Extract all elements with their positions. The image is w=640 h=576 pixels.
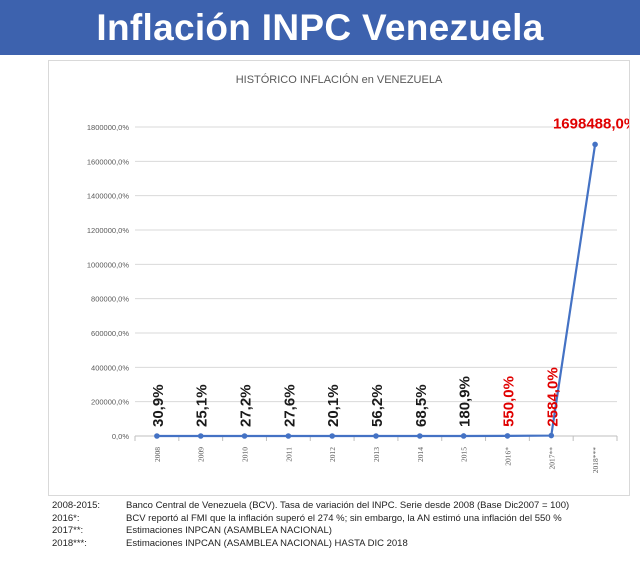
- y-tick-label: 600000,0%: [91, 329, 129, 338]
- x-tick-label: 2010: [241, 447, 250, 462]
- y-tick-label: 0,0%: [112, 432, 129, 441]
- note-text: Estimaciones INPCAN (ASAMBLEA NACIONAL): [126, 525, 332, 536]
- data-point: [417, 433, 423, 439]
- y-tick-label: 1400000,0%: [87, 192, 129, 201]
- x-tick-label: 2009: [197, 447, 206, 462]
- data-point: [329, 433, 335, 439]
- note-key: 2017**:: [52, 525, 84, 536]
- data-label: 25,1%: [194, 384, 211, 427]
- note-text: Estimaciones INPCAN (ASAMBLEA NACIONAL) …: [126, 537, 408, 549]
- y-tick-label: 1000000,0%: [87, 260, 129, 269]
- y-tick-label: 800000,0%: [91, 295, 129, 304]
- y-tick-label: 1600000,0%: [87, 157, 129, 166]
- x-tick-label: 2012: [328, 447, 337, 462]
- chart-gridlines: [135, 126, 617, 437]
- data-label: 20,1%: [325, 384, 342, 427]
- note-key: 2016*:: [52, 512, 80, 524]
- data-points: [154, 141, 598, 439]
- x-tick-label: 2017**: [547, 447, 556, 470]
- data-point: [373, 433, 379, 439]
- y-axis: 0,0% 200000,0% 400000,0% 600000,0% 800000,0%…: [87, 123, 129, 441]
- source-notes: 2008-2015: Banco Central de Venezuela (B…: [52, 500, 632, 550]
- data-label: 180,9%: [457, 376, 474, 427]
- data-label: 550,0%: [500, 376, 517, 427]
- y-tick-label: 200000,0%: [91, 398, 129, 407]
- data-point: [154, 433, 160, 439]
- data-point: [285, 433, 292, 439]
- note-key: 2008-2015:: [52, 500, 101, 511]
- x-tick-label: 2014: [416, 447, 425, 462]
- data-point: [548, 432, 555, 439]
- header-banner: Inflación INPC Venezuela: [0, 0, 640, 55]
- data-label: 27,6%: [281, 384, 298, 427]
- x-tick-label: 2008: [153, 447, 162, 462]
- data-label: 1698488,0%: [553, 115, 629, 132]
- x-tick-label: 2015: [460, 447, 469, 462]
- note-row: 2017**: Estimaciones INPCAN (ASAMBLEA NA…: [52, 525, 632, 538]
- data-label: 56,2%: [369, 384, 386, 427]
- data-point: [460, 433, 467, 439]
- y-tick-label: 1800000,0%: [87, 123, 129, 132]
- x-tick-label: 2013: [372, 447, 381, 462]
- data-label: 27,2%: [238, 384, 255, 427]
- data-point: [504, 433, 511, 439]
- data-point: [241, 433, 248, 439]
- chart-area: HISTÓRICO INFLACIÓN en VENEZUELA 0,0% 200…: [48, 60, 630, 496]
- note-text: Banco Central de Venezuela (BCV). Tasa d…: [126, 500, 570, 511]
- y-tick-label: 1200000,0%: [87, 226, 129, 235]
- note-row: 2018***: Estimaciones INPCAN (ASAMBLEA N…: [52, 538, 632, 551]
- x-tick-label: 2011: [284, 447, 293, 462]
- data-point: [197, 433, 204, 439]
- note-key: 2018***:: [52, 537, 87, 549]
- data-labels: 30,9% 25,1% 27,2% 27,6% 20,1% 56,2% 68,5% 180,9…: [150, 115, 629, 427]
- x-tick-label: 2018***: [591, 447, 600, 474]
- page-title: Inflación INPC Venezuela: [96, 6, 544, 48]
- note-row: 2008-2015: Banco Central de Venezuela (B…: [52, 500, 632, 513]
- data-point: [592, 141, 598, 148]
- data-label: 2584,0%: [544, 367, 561, 426]
- note-text: BCV reportó al FMI que la inflación supe…: [126, 512, 562, 524]
- x-tick-label: 2016*: [503, 447, 512, 466]
- y-tick-label: 400000,0%: [91, 363, 129, 372]
- x-axis: 2008 2009 2010 2011 2012 2013 2014 2015 2016* 201…: [134, 435, 618, 474]
- data-label: 68,5%: [413, 384, 430, 427]
- data-label: 30,9%: [150, 384, 167, 427]
- chart-title: HISTÓRICO INFLACIÓN en VENEZUELA: [236, 73, 443, 86]
- inflation-line-chart: HISTÓRICO INFLACIÓN en VENEZUELA 0,0% 200…: [87, 73, 629, 474]
- note-row: 2016*: BCV reportó al FMI que la inflaci…: [52, 513, 632, 526]
